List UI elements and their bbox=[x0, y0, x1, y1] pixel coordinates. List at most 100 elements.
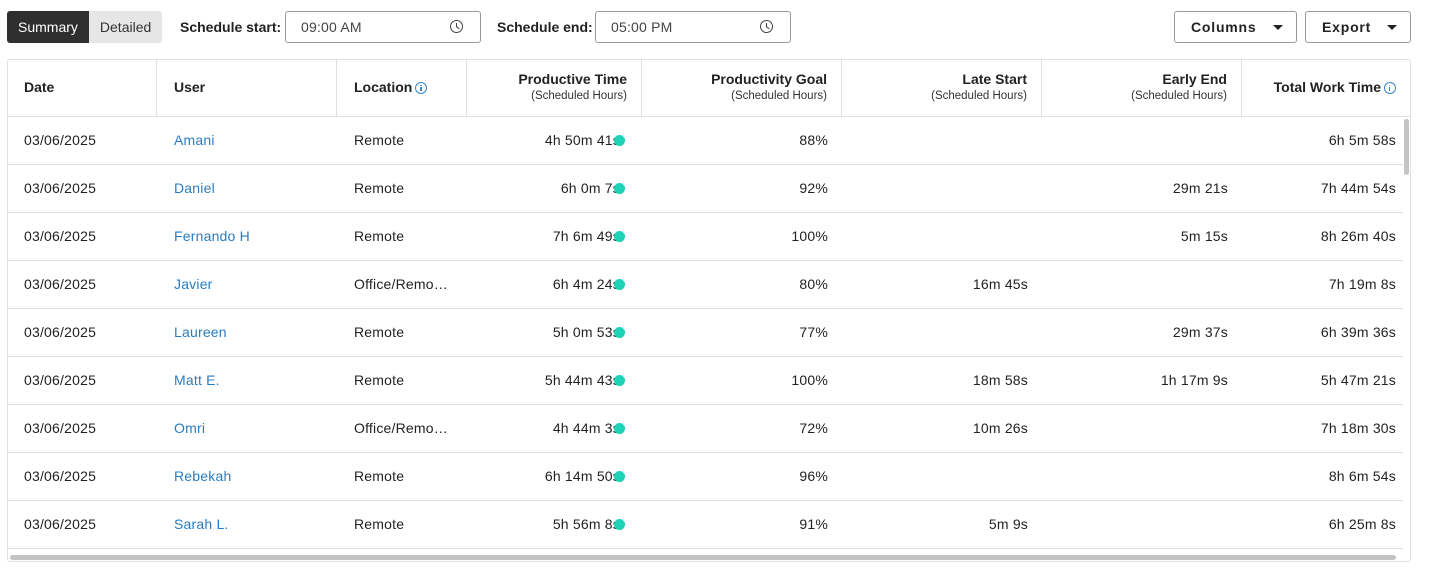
cell-location: Office/Remo… bbox=[354, 276, 448, 292]
cell-early-end: 29m 37s bbox=[1172, 324, 1228, 340]
column-title: Location bbox=[354, 79, 413, 95]
cell-productivity-goal: 72% bbox=[799, 420, 828, 436]
toolbar: Summary Detailed Schedule start: 09:00 A… bbox=[7, 11, 1411, 43]
status-dot bbox=[614, 327, 625, 338]
user-link[interactable]: Matt E. bbox=[174, 372, 220, 388]
status-dot bbox=[614, 183, 625, 194]
table-row[interactable]: 03/06/2025 Daniel Remote 6h 0m 7s 92% 29m 21s… bbox=[8, 165, 1404, 213]
status-dot bbox=[614, 279, 625, 290]
export-button[interactable]: Export bbox=[1305, 11, 1411, 43]
cell-date: 03/06/2025 bbox=[24, 468, 97, 484]
caret-down-icon bbox=[1387, 25, 1397, 30]
cell-late-start: 18m 58s bbox=[972, 372, 1028, 388]
clock-icon[interactable] bbox=[760, 20, 773, 33]
cell-location: Remote bbox=[354, 228, 405, 244]
table-row[interactable]: 03/06/2025 Rebekah Remote 6h 14m 50s 96% 8h 6… bbox=[8, 453, 1404, 501]
table-row[interactable]: 03/06/2025 Matt E. Remote 5h 44m 43s 100% 18m… bbox=[8, 357, 1404, 405]
cell-productive-time: 6h 4m 24s bbox=[552, 276, 620, 292]
cell-productivity-goal: 100% bbox=[791, 228, 828, 244]
column-header-early-end[interactable]: Early End (Scheduled Hours) bbox=[1042, 60, 1242, 117]
column-header-total-work-time[interactable]: Total Work Time bbox=[1242, 60, 1410, 117]
user-link[interactable]: Laureen bbox=[174, 324, 227, 340]
cell-location: Office/Remo… bbox=[354, 420, 448, 436]
schedule-end-field[interactable]: 05:00 PM bbox=[595, 11, 791, 43]
vertical-scrollbar-thumb[interactable] bbox=[1404, 119, 1409, 175]
cell-total-work-time: 6h 39m 36s bbox=[1320, 324, 1396, 340]
status-dot bbox=[614, 471, 625, 482]
cell-productive-time: 7h 6m 49s bbox=[552, 228, 620, 244]
status-dot bbox=[614, 135, 625, 146]
cell-total-work-time: 7h 18m 30s bbox=[1320, 420, 1396, 436]
column-title: Productive Time bbox=[518, 71, 627, 87]
column-header-user[interactable]: User bbox=[157, 60, 337, 117]
status-dot bbox=[614, 231, 625, 242]
cell-productive-time: 4h 44m 3s bbox=[552, 420, 620, 436]
cell-total-work-time: 7h 19m 8s bbox=[1328, 276, 1396, 292]
columns-button[interactable]: Columns bbox=[1174, 11, 1297, 43]
cell-early-end: 5m 15s bbox=[1180, 228, 1228, 244]
cell-late-start: 16m 45s bbox=[972, 276, 1028, 292]
user-link[interactable]: Sarah L. bbox=[174, 516, 229, 532]
user-link[interactable]: Daniel bbox=[174, 180, 215, 196]
cell-productive-time: 5h 56m 8s bbox=[552, 516, 620, 532]
cell-late-start: 10m 26s bbox=[972, 420, 1028, 436]
table-row[interactable]: 03/06/2025 Laureen Remote 5h 0m 53s 77% 29m 3… bbox=[8, 309, 1404, 357]
table-row[interactable]: 03/06/2025 Amani Remote 4h 50m 41s 88% 6h 5m … bbox=[8, 117, 1404, 165]
user-link[interactable]: Javier bbox=[174, 276, 213, 292]
column-title: Late Start bbox=[962, 71, 1027, 87]
clock-icon[interactable] bbox=[450, 20, 463, 33]
table-row[interactable]: 03/06/2025 Fernando H Remote 7h 6m 49s 100% 5… bbox=[8, 213, 1404, 261]
column-title: User bbox=[174, 79, 206, 95]
table-body: 03/06/2025 Amani Remote 4h 50m 41s 88% 6h 5m … bbox=[8, 117, 1404, 549]
user-link[interactable]: Amani bbox=[174, 132, 215, 148]
summary-toggle[interactable]: Summary bbox=[7, 11, 89, 43]
table-row[interactable]: 03/06/2025 Sarah L. Remote 5h 56m 8s 91% 5m 9… bbox=[8, 501, 1404, 549]
vertical-scrollbar[interactable] bbox=[1403, 117, 1410, 549]
schedule-start-field[interactable]: 09:00 AM bbox=[285, 11, 481, 43]
table-row[interactable]: 03/06/2025 Javier Office/Remo… 6h 4m 24s 80%… bbox=[8, 261, 1404, 309]
cell-location: Remote bbox=[354, 132, 405, 148]
schedule-end-value: 05:00 PM bbox=[611, 19, 673, 35]
cell-productive-time: 5h 44m 43s bbox=[544, 372, 620, 388]
column-title: Productivity Goal bbox=[711, 71, 827, 87]
cell-location: Remote bbox=[354, 180, 405, 196]
schedule-end-label: Schedule end: bbox=[497, 19, 593, 35]
column-header-date[interactable]: Date bbox=[8, 60, 157, 117]
info-icon[interactable] bbox=[415, 82, 428, 94]
data-grid: Date User Location Productive Time (Sched… bbox=[7, 59, 1411, 562]
horizontal-scrollbar-thumb[interactable] bbox=[10, 555, 1396, 560]
cell-early-end: 29m 21s bbox=[1172, 180, 1228, 196]
detailed-toggle[interactable]: Detailed bbox=[88, 11, 163, 43]
cell-date: 03/06/2025 bbox=[24, 324, 97, 340]
cell-productivity-goal: 80% bbox=[799, 276, 828, 292]
cell-date: 03/06/2025 bbox=[24, 228, 97, 244]
user-link[interactable]: Rebekah bbox=[174, 468, 232, 484]
user-link[interactable]: Fernando H bbox=[174, 228, 250, 244]
cell-late-start: 5m 9s bbox=[988, 516, 1028, 532]
cell-early-end: 1h 17m 9s bbox=[1160, 372, 1228, 388]
column-header-location[interactable]: Location bbox=[337, 60, 467, 117]
cell-productive-time: 6h 14m 50s bbox=[544, 468, 620, 484]
cell-date: 03/06/2025 bbox=[24, 180, 97, 196]
schedule-start-label: Schedule start: bbox=[180, 19, 282, 35]
column-subtitle: (Scheduled Hours) bbox=[731, 90, 827, 102]
cell-productive-time: 5h 0m 53s bbox=[552, 324, 620, 340]
cell-productivity-goal: 92% bbox=[799, 180, 828, 196]
cell-productivity-goal: 96% bbox=[799, 468, 828, 484]
user-link[interactable]: Omri bbox=[174, 420, 206, 436]
table-row[interactable]: 03/06/2025 Omri Office/Remo… 4h 44m 3s 72% 10… bbox=[8, 405, 1404, 453]
cell-date: 03/06/2025 bbox=[24, 372, 97, 388]
schedule-start-value: 09:00 AM bbox=[301, 19, 362, 35]
cell-date: 03/06/2025 bbox=[24, 420, 97, 436]
column-subtitle: (Scheduled Hours) bbox=[1131, 90, 1227, 102]
cell-productivity-goal: 91% bbox=[799, 516, 828, 532]
column-subtitle: (Scheduled Hours) bbox=[531, 90, 627, 102]
column-header-productive-time[interactable]: Productive Time (Scheduled Hours) bbox=[467, 60, 642, 117]
column-header-late-start[interactable]: Late Start (Scheduled Hours) bbox=[842, 60, 1042, 117]
info-icon[interactable] bbox=[1384, 82, 1396, 94]
column-title: Total Work Time bbox=[1273, 79, 1381, 95]
horizontal-scrollbar[interactable] bbox=[8, 553, 1410, 561]
column-header-productivity-goal[interactable]: Productivity Goal (Scheduled Hours) bbox=[642, 60, 842, 117]
cell-location: Remote bbox=[354, 372, 405, 388]
column-title: Early End bbox=[1162, 71, 1227, 87]
